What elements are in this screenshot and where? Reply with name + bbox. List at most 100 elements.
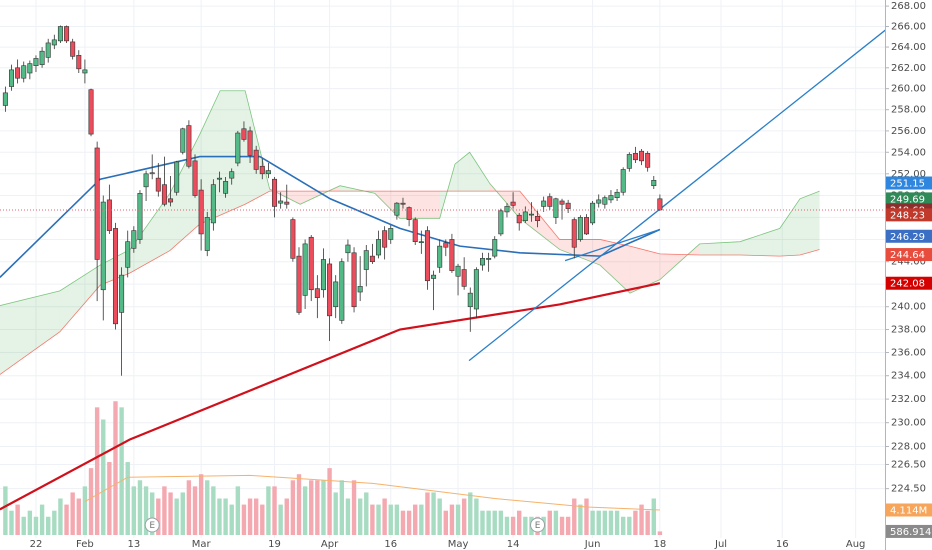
candle-body	[553, 198, 559, 218]
price-badge-label: 251.15	[890, 179, 925, 190]
volume-bar	[186, 480, 192, 535]
candle-body	[88, 89, 94, 135]
cloud-segment	[59, 265, 101, 332]
volume-bar	[553, 510, 559, 535]
candle-body	[645, 153, 651, 168]
event-label: E	[535, 521, 541, 531]
y-tick-label: 238.00	[891, 325, 926, 336]
volume-bar	[327, 468, 332, 535]
y-tick-label: 228.00	[891, 441, 926, 452]
y-tick-label: 224.50	[891, 484, 926, 495]
volume-bar	[156, 498, 161, 535]
x-tick-label: 16	[776, 539, 789, 550]
volume-bar	[217, 498, 222, 535]
volume-bar	[3, 486, 8, 535]
candle-body	[431, 274, 437, 279]
volume-bar	[639, 504, 644, 535]
y-tick-label: 256.00	[891, 126, 926, 137]
candle-body	[125, 241, 131, 268]
candle-body	[94, 147, 100, 260]
volume-bar	[590, 510, 595, 535]
volume-bar	[468, 492, 473, 535]
candle-body	[369, 255, 375, 263]
event-label: E	[149, 521, 155, 531]
candle-body	[363, 250, 369, 270]
candle-body	[571, 219, 577, 248]
volume-bar	[198, 474, 204, 535]
event-marker	[530, 517, 546, 533]
cloud-segment	[130, 193, 170, 273]
x-tick-label: 16	[384, 539, 397, 550]
volume-bar	[620, 516, 626, 535]
x-tick-label: May	[448, 539, 469, 550]
x-tick-label: 14	[507, 539, 520, 550]
volume-bar	[547, 510, 552, 535]
trend-line	[468, 29, 885, 362]
candle-body	[265, 170, 271, 175]
volume-bar	[260, 504, 265, 535]
volume-bar	[437, 498, 442, 535]
cloud-segment	[220, 90, 246, 216]
price-badge-label: 4.114M	[890, 505, 927, 516]
candle-body	[320, 259, 326, 291]
volume-bar	[425, 492, 430, 535]
y-tick-label: 234.00	[891, 371, 926, 382]
candle-body	[504, 206, 510, 213]
volume-bar	[486, 510, 491, 535]
price-badge	[886, 176, 932, 190]
volume-bar	[284, 498, 289, 535]
volume-bar	[413, 504, 418, 535]
x-tick-label: 18	[654, 539, 667, 550]
x-tick-label: 13	[127, 539, 140, 550]
volume-bar	[149, 492, 155, 535]
candle-body	[461, 269, 467, 287]
volume-bar	[565, 516, 571, 535]
candle-body	[388, 228, 394, 240]
volume-bar	[333, 492, 338, 535]
y-tick-label: 240.00	[891, 302, 926, 313]
volume-bar	[339, 480, 345, 535]
volume-bar	[627, 516, 632, 535]
candle-body	[272, 178, 278, 207]
volume-bar	[21, 516, 26, 535]
volume-bar	[180, 492, 185, 535]
candle-body	[216, 177, 222, 180]
candle-body	[577, 217, 583, 240]
candle-body	[223, 181, 229, 194]
candle-body	[64, 26, 70, 42]
candle-body	[602, 197, 608, 205]
volume-bar	[559, 516, 565, 535]
candle-body	[82, 69, 88, 74]
volume-bar	[645, 510, 650, 535]
volume-bar	[52, 510, 57, 535]
cloud-segment	[469, 152, 490, 192]
x-tick-label: Jul	[714, 539, 727, 550]
candle-body	[620, 169, 626, 193]
volume-bar	[223, 498, 228, 535]
volume-bar	[15, 504, 20, 535]
candle-body	[51, 39, 57, 46]
price-badge-label: 586.914K	[890, 527, 932, 538]
candle-body	[241, 128, 247, 140]
volume-bar	[517, 510, 522, 535]
candle-body	[314, 288, 320, 298]
volume-bar	[596, 510, 601, 535]
volume-bar	[113, 401, 118, 535]
y-tick-label: 264.00	[891, 42, 926, 53]
volume-bar	[33, 516, 39, 535]
candle-body	[424, 230, 430, 282]
volume-bar	[419, 504, 424, 535]
price-axis-panel	[885, 0, 932, 550]
candle-body	[443, 242, 449, 248]
volume-bar	[584, 498, 589, 535]
volume-bar	[376, 504, 381, 535]
volume-ma	[84, 474, 660, 511]
volume-bar	[370, 504, 375, 535]
candle-body	[45, 42, 51, 58]
candle-body	[632, 153, 638, 161]
candle-body	[339, 261, 345, 321]
volume-bar	[523, 516, 528, 535]
cloud-span-a	[0, 90, 820, 306]
candle-body	[210, 184, 216, 224]
volume-bar	[229, 504, 234, 535]
